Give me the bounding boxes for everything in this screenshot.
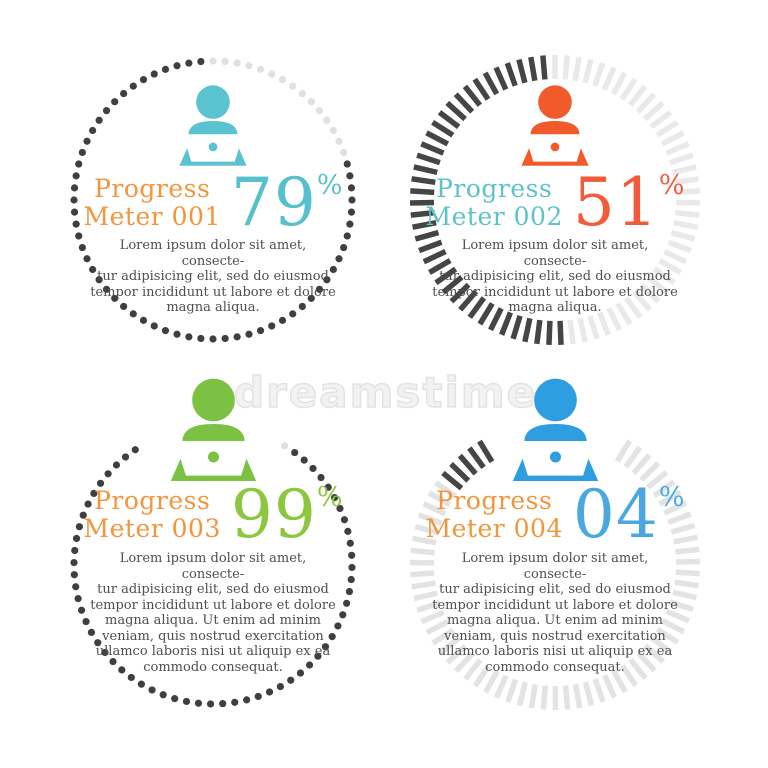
meter-value-number: 99 [230, 476, 317, 553]
percent-sign: % [316, 482, 343, 513]
meter-title: Progress Meter 002 [425, 174, 563, 231]
meter-value: 04 % [572, 476, 685, 553]
person-at-laptop-icon [170, 378, 257, 481]
meter-description: Lorem ipsum dolor sit amet, consecte- tu… [90, 238, 336, 315]
meter-heading-row: Progress Meter 001 79 % [48, 164, 378, 241]
dreamstime-watermark: dreamstime. [233, 367, 556, 417]
meter-value: 99 % [230, 476, 343, 553]
meter-value-number: 04 [572, 476, 659, 553]
meter-heading-row: Progress Meter 004 04 % [390, 476, 720, 553]
meter-value: 51 % [572, 164, 685, 241]
progress-meter-004: Progress Meter 004 04 % Lorem ipsum dolo… [390, 378, 720, 730]
progress-ring-ticks [409, 439, 701, 711]
progress-meter-001: Progress Meter 001 79 % Lorem ipsum dolo… [48, 35, 378, 365]
meter-title: Progress Meter 004 [425, 486, 563, 543]
meter-value-number: 79 [230, 164, 317, 241]
percent-sign: % [658, 482, 685, 513]
meter-heading-row: Progress Meter 002 51 % [390, 164, 720, 241]
person-at-laptop-icon [512, 378, 599, 481]
meter-heading-row: Progress Meter 003 99 % [48, 476, 378, 553]
person-at-laptop-icon [179, 85, 247, 166]
progress-ring-dots [70, 57, 356, 343]
progress-meter-003: Progress Meter 003 99 % Lorem ipsum dolo… [48, 378, 378, 730]
progress-meter-002: Progress Meter 002 51 % Lorem ipsum dolo… [390, 35, 720, 365]
percent-sign: % [316, 170, 343, 201]
progress-ring-ticks [409, 55, 701, 345]
meter-description: Lorem ipsum dolor sit amet, consecte- tu… [90, 551, 336, 675]
person-at-laptop-icon [521, 85, 589, 166]
progress-ring-dots [70, 442, 356, 708]
percent-sign: % [658, 170, 685, 201]
meter-value: 79 % [230, 164, 343, 241]
meter-description: Lorem ipsum dolor sit amet, consecte- tu… [432, 238, 678, 315]
meter-title: Progress Meter 001 [83, 174, 221, 231]
meter-title: Progress Meter 003 [83, 486, 221, 543]
meter-value-number: 51 [572, 164, 659, 241]
meter-description: Lorem ipsum dolor sit amet, consecte- tu… [432, 551, 678, 675]
